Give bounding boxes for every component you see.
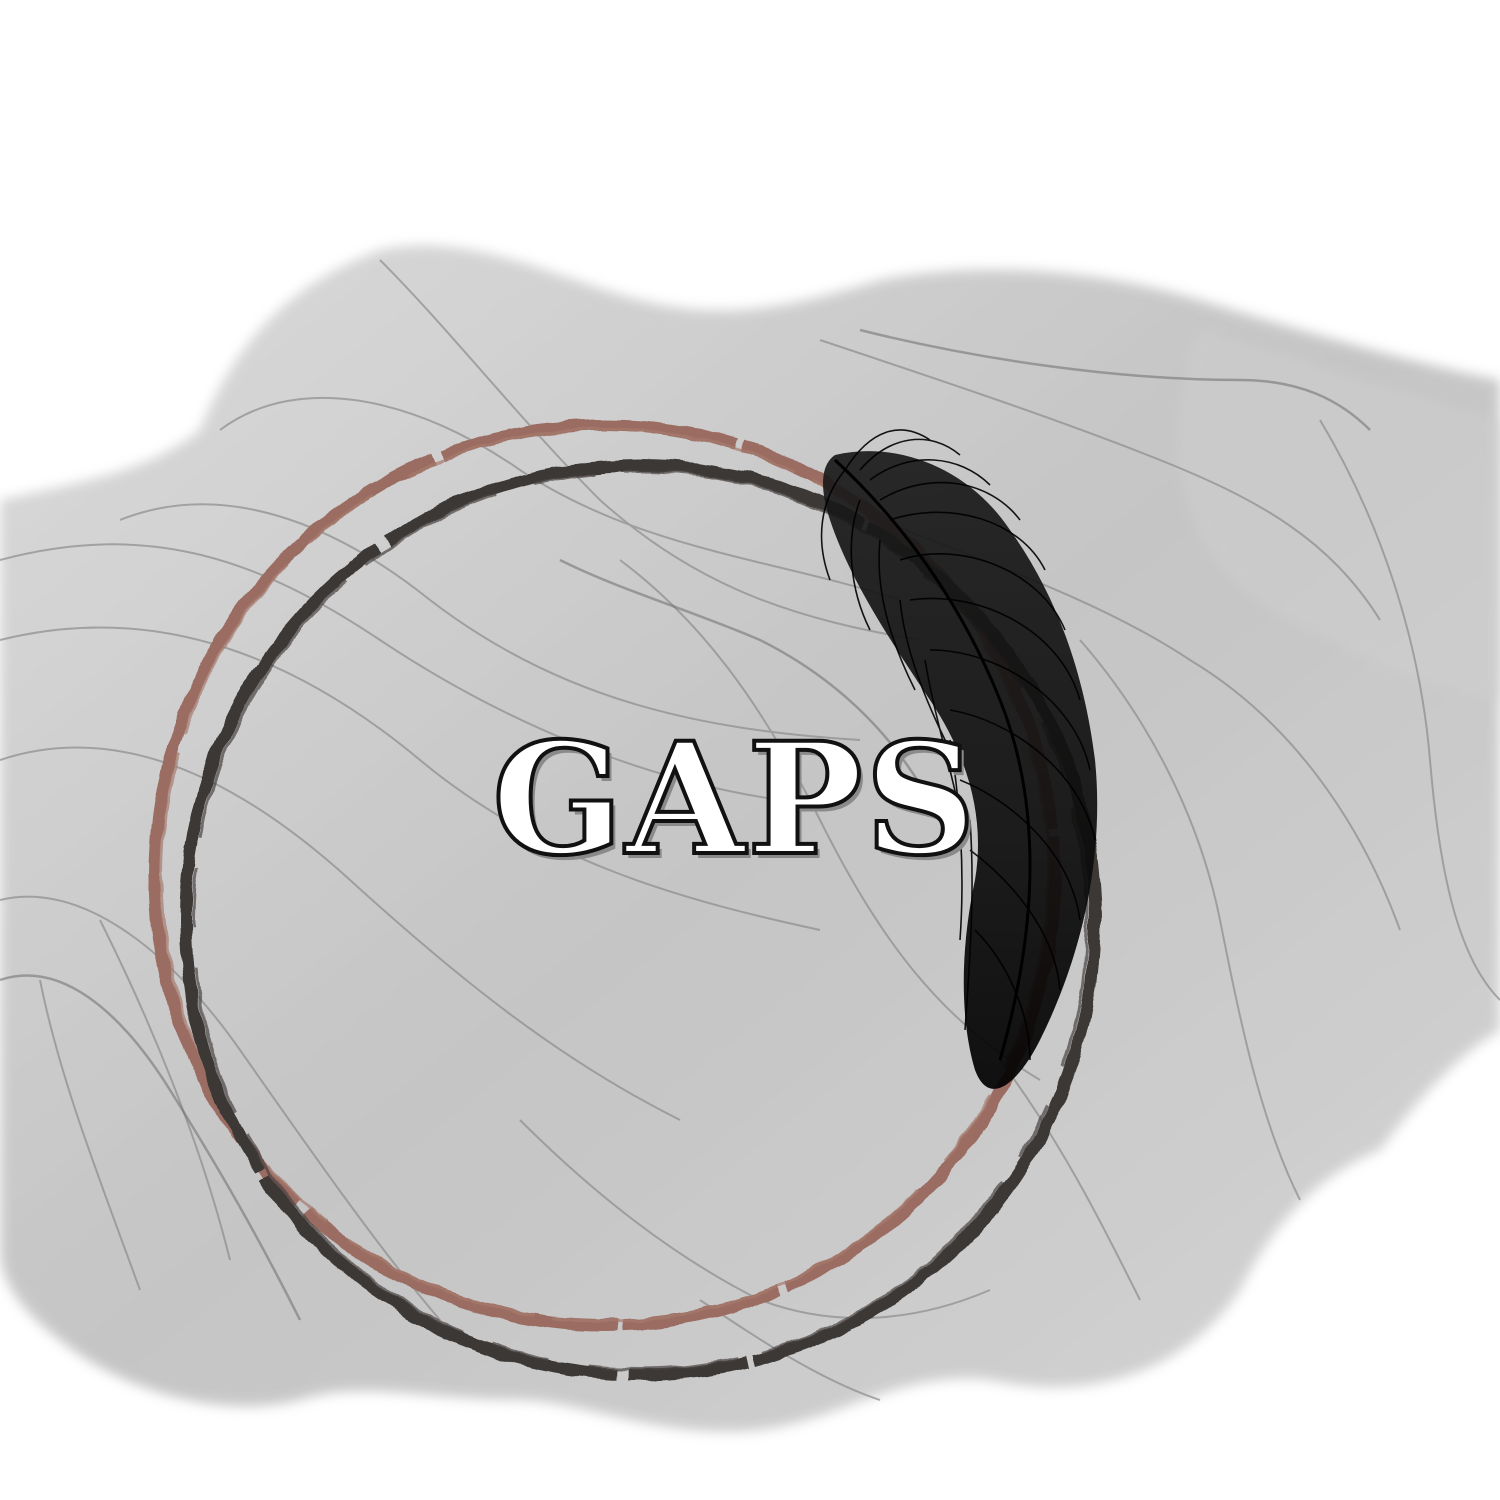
feather-shaft	[833, 458, 1032, 1061]
ink-wash-light-area	[1178, 330, 1500, 700]
ink-wash-shape	[0, 245, 1500, 1432]
feather-barbs	[820, 429, 1096, 1061]
feather-vane	[823, 451, 1098, 1089]
ink-contour-lines-dark	[0, 328, 1371, 1321]
logo-wordmark: GAPS	[490, 709, 979, 890]
dark-brush-ring	[179, 459, 1101, 1381]
